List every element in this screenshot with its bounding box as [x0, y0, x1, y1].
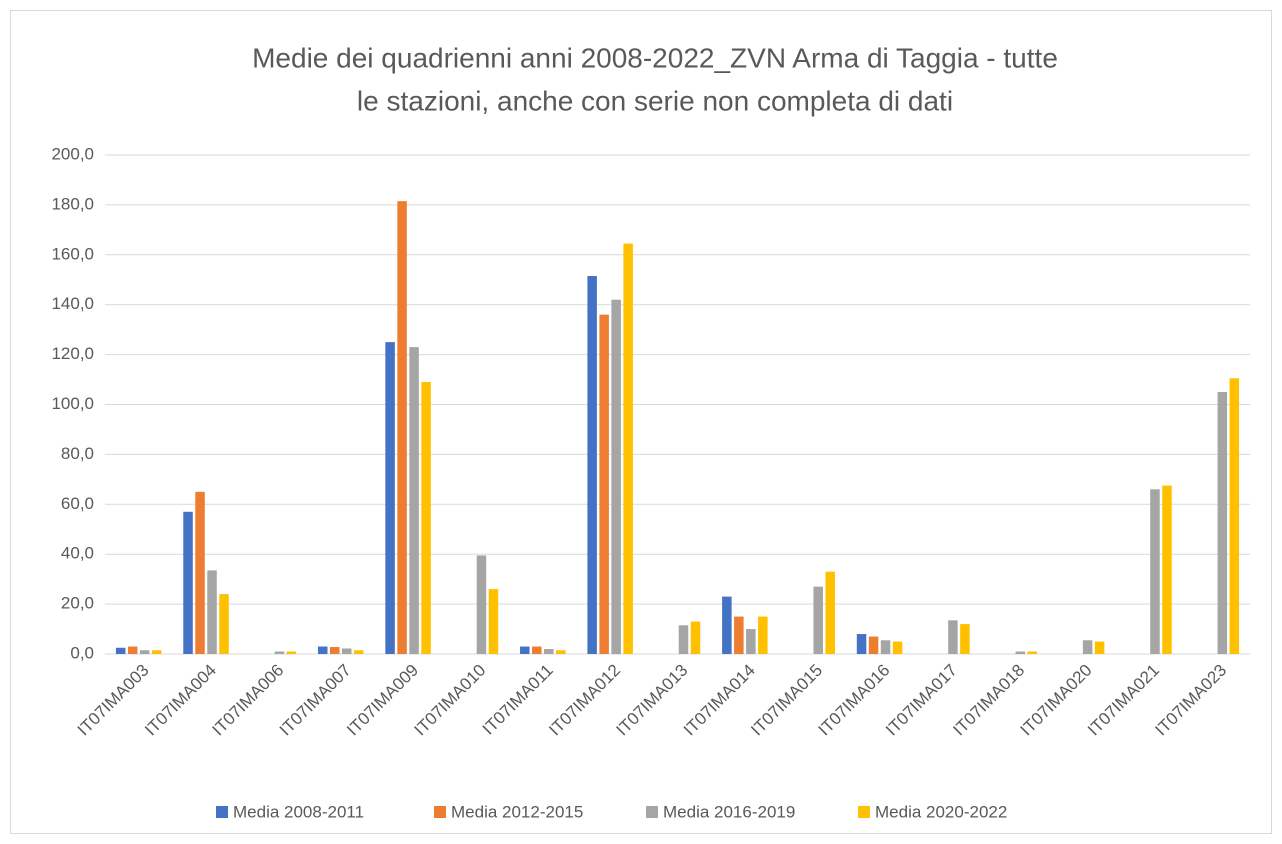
bar [892, 641, 903, 654]
bar [151, 650, 162, 654]
bar [409, 347, 419, 654]
y-tick-label: 60,0 [61, 494, 94, 513]
bar [722, 596, 732, 654]
bar [286, 651, 297, 654]
bar [219, 594, 229, 654]
bar [115, 647, 126, 654]
bar [476, 555, 487, 654]
bar [139, 650, 150, 654]
legend-swatch [858, 806, 870, 818]
bar [532, 646, 542, 654]
bar [948, 620, 958, 654]
y-tick-label: 160,0 [51, 244, 94, 263]
legend-label: Media 2016-2019 [663, 802, 795, 821]
bar [353, 650, 364, 654]
bar [856, 634, 867, 654]
y-tick-label: 40,0 [61, 544, 94, 563]
bar [1027, 651, 1038, 654]
bar [195, 491, 205, 654]
y-tick-label: 140,0 [51, 294, 94, 313]
bar [880, 640, 891, 654]
legend-label: Media 2020-2022 [875, 802, 1007, 821]
y-tick-label: 20,0 [61, 594, 94, 613]
y-tick-label: 120,0 [51, 344, 94, 363]
bar [746, 629, 756, 654]
bar [385, 342, 395, 654]
legend-swatch [646, 806, 658, 818]
chart-title: le stazioni, anche con serie non complet… [357, 85, 953, 116]
legend-swatch [434, 806, 446, 818]
bar [960, 624, 970, 654]
chart-title: Medie dei quadrienni anni 2008-2022_ZVN … [252, 42, 1058, 73]
bar [678, 625, 689, 654]
bar [1015, 651, 1026, 654]
bar [611, 299, 621, 654]
bar [623, 243, 633, 654]
bar [421, 382, 431, 654]
bar [758, 616, 768, 654]
bar [488, 589, 499, 654]
bar [1082, 640, 1093, 654]
legend-label: Media 2008-2011 [233, 802, 364, 821]
bar [1162, 485, 1172, 654]
bar [825, 571, 835, 654]
bar [1094, 641, 1105, 654]
bar [274, 651, 285, 654]
bar [183, 511, 193, 654]
y-tick-label: 180,0 [51, 194, 94, 213]
bar [734, 616, 744, 654]
bar [813, 586, 823, 654]
bar [599, 314, 609, 654]
bar [1217, 392, 1228, 654]
bar [341, 648, 352, 654]
legend-label: Media 2012-2015 [451, 802, 583, 821]
bar [317, 646, 328, 654]
y-tick-label: 200,0 [51, 144, 94, 163]
bar [690, 621, 701, 654]
bar [520, 646, 530, 654]
y-tick-label: 80,0 [61, 444, 94, 463]
bar [544, 649, 554, 654]
bar [1229, 378, 1240, 654]
bar [127, 646, 138, 654]
bar [329, 647, 340, 654]
y-tick-label: 100,0 [51, 394, 94, 413]
chart-border [10, 10, 1272, 834]
bar [397, 201, 407, 654]
bar [556, 650, 566, 654]
bar [868, 636, 879, 654]
bar [587, 276, 597, 654]
legend-swatch [216, 806, 228, 818]
bar [1150, 489, 1160, 654]
y-tick-label: 0,0 [70, 643, 94, 662]
bar [207, 570, 217, 654]
